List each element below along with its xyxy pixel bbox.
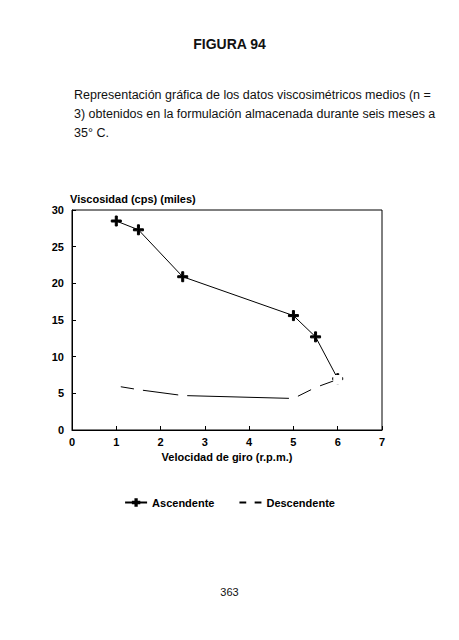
svg-text:3: 3 <box>202 436 208 448</box>
svg-text:2: 2 <box>158 436 164 448</box>
svg-text:Descendente: Descendente <box>266 497 334 509</box>
svg-text:1: 1 <box>113 436 119 448</box>
svg-text:Velocidad de giro (r.p.m.): Velocidad de giro (r.p.m.) <box>162 451 293 463</box>
svg-text:7: 7 <box>379 436 385 448</box>
svg-text:0: 0 <box>58 424 64 436</box>
svg-text:5: 5 <box>290 436 296 448</box>
svg-text:15: 15 <box>52 314 64 326</box>
svg-text:6: 6 <box>335 436 341 448</box>
svg-text:Ascendente: Ascendente <box>152 497 214 509</box>
svg-text:0: 0 <box>69 436 75 448</box>
svg-text:Viscosidad (cps) (miles): Viscosidad (cps) (miles) <box>70 193 196 205</box>
svg-text:25: 25 <box>52 241 64 253</box>
html-text:Representación gráfica de los: Representación gráfica de los datos visc… <box>74 88 436 140</box>
svg-text:4: 4 <box>246 436 253 448</box>
svg-text:5: 5 <box>58 387 64 399</box>
svg-text:10: 10 <box>52 351 64 363</box>
svg-text:20: 20 <box>52 277 64 289</box>
html-text:363: 363 <box>220 586 239 598</box>
svg-text:30: 30 <box>52 204 64 216</box>
html-text:FIGURA 94: FIGURA 94 <box>193 36 266 52</box>
